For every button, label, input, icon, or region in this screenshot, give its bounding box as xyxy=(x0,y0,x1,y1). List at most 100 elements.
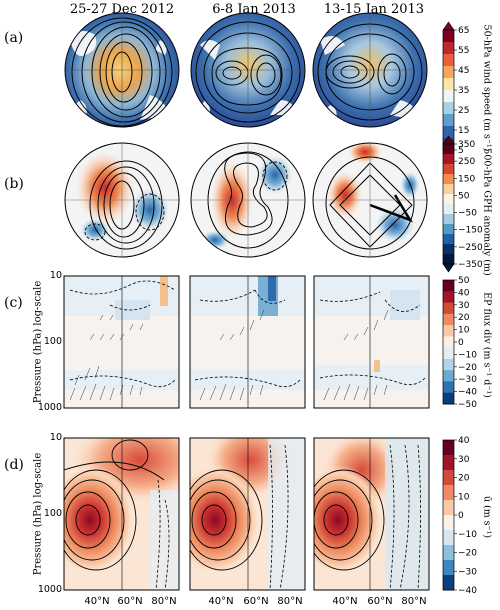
panel-b-2 xyxy=(190,142,306,258)
colorbar-3-tick-label-7: −30 xyxy=(458,567,477,577)
colorbar-3-swatch-1 xyxy=(443,455,454,471)
panel-b-3 xyxy=(312,142,428,258)
colorbar-0-swatch-1 xyxy=(443,42,454,55)
colorbar-2-swatch-0 xyxy=(443,280,454,292)
colorbar-2-tick-label-4: 10 xyxy=(458,326,470,336)
x-tick-40n-1: 40°N xyxy=(84,596,110,607)
panel-d-2 xyxy=(189,437,306,591)
colorbar-3-tick-label-1: 30 xyxy=(458,455,470,465)
colorbar-1-swatch-7 xyxy=(443,214,454,225)
colorbar-2-swatch-8 xyxy=(443,370,454,382)
colorbar-1-swatch-5 xyxy=(443,194,454,205)
colorbar-3-tick-label-8: −40 xyxy=(458,586,477,596)
colorbar-0: 65 55 45 35 25 15 5 xyxy=(442,21,469,159)
colorbar-2-swatch-3 xyxy=(443,313,454,326)
colorbar-2-tick-label-7: −20 xyxy=(458,363,477,373)
colorbar-2-swatch-1 xyxy=(443,291,454,304)
colorbar-1-tick-label-7: −350 xyxy=(458,260,483,270)
colorbar-3-swatch-0 xyxy=(443,440,454,456)
colorbar-2-swatch-9 xyxy=(443,381,454,394)
row-label-b: (b) xyxy=(4,176,24,192)
x-tick-60n-3: 60°N xyxy=(367,596,393,607)
colorbar-1-swatch-1 xyxy=(443,154,454,165)
x-tick-80n-1: 80°N xyxy=(151,596,177,607)
colorbar-2-swatch-7 xyxy=(443,358,454,371)
colorbar-2-swatch-6 xyxy=(443,347,454,360)
panel-d-1 xyxy=(63,437,180,591)
colorbar-1-tick-label-2: 150 xyxy=(458,174,475,184)
colorbar-1-swatch-0 xyxy=(443,144,454,155)
colorbar-0-tick-label-4: 25 xyxy=(458,106,469,116)
colorbar-1-swatch-9 xyxy=(443,234,454,245)
colorbar-0-swatch-7 xyxy=(443,114,454,127)
y-tick-d-100: 100 xyxy=(43,508,62,519)
colorbar-0-swatch-0 xyxy=(443,30,454,43)
column-title-1: 25-27 Dec 2012 xyxy=(69,2,175,17)
colorbar-3-tick-label-4: 0 xyxy=(458,511,464,521)
panel-c-1 xyxy=(63,275,180,409)
colorbar-3-tick-label-0: 40 xyxy=(458,436,470,446)
y-tick-c-1000: 1000 xyxy=(37,402,62,413)
colorbar-label-c: EP flux div (m s⁻¹ d⁻¹) xyxy=(481,292,493,398)
colorbar-3-swatch-6 xyxy=(443,530,454,546)
colorbar-1-tick-label-5: −150 xyxy=(458,226,483,236)
colorbar-1-swatch-6 xyxy=(443,204,454,215)
colorbar-label-b: 500-hPa GPH anomaly (m) xyxy=(481,148,493,276)
colorbar-0-extend-max xyxy=(442,21,455,31)
panel-a-3 xyxy=(312,12,428,128)
colorbar-3-swatch-5 xyxy=(443,515,454,531)
colorbar-2-tick-label-10: −50 xyxy=(458,400,477,410)
colorbar-1-tick-label-1: 250 xyxy=(458,157,475,167)
colorbar-2-tick-label-3: 20 xyxy=(458,313,470,323)
x-tick-80n-2: 80°N xyxy=(277,596,303,607)
colorbar-1-tick-label-6: −250 xyxy=(458,243,483,253)
panel-d-3 xyxy=(313,437,430,591)
colorbar-0-tick-label-0: 65 xyxy=(458,26,469,36)
colorbar-3-swatch-2 xyxy=(443,470,454,486)
panel-c-2 xyxy=(189,275,306,409)
colorbar-3: 40 30 20 10 0 −10 −20 −30 −40 xyxy=(442,436,477,596)
x-tick-60n-2: 60°N xyxy=(243,596,269,607)
colorbar-2-tick-label-5: 0 xyxy=(458,338,464,348)
x-tick-40n-3: 40°N xyxy=(332,596,358,607)
colorbar-2-tick-label-6: −10 xyxy=(458,350,477,360)
colorbar-1-swatch-4 xyxy=(443,184,454,195)
row-label-d: (d) xyxy=(4,457,24,473)
colorbar-0-swatch-5 xyxy=(443,90,454,103)
panel-a-2 xyxy=(190,12,306,128)
colorbar-2: 50 40 30 20 10 0 −10 −20 −30 −40 −50 xyxy=(442,276,477,410)
colorbar-3-tick-label-5: −10 xyxy=(458,530,477,540)
colorbar-1-extend-min xyxy=(442,263,455,273)
y-tick-c-100: 100 xyxy=(43,336,62,347)
colorbar-3-tick-label-6: −20 xyxy=(458,549,477,559)
colorbar-1-swatch-3 xyxy=(443,174,454,185)
colorbar-2-swatch-5 xyxy=(443,336,454,349)
column-title-3: 13-15 Jan 2013 xyxy=(323,2,425,17)
colorbar-1-tick-label-0: 350 xyxy=(458,140,475,150)
panel-a-1 xyxy=(64,12,180,128)
panel-b-1 xyxy=(64,142,180,258)
colorbar-2-tick-label-0: 50 xyxy=(458,276,470,286)
colorbar-0-tick-label-3: 35 xyxy=(458,86,469,96)
colorbar-1-tick-label-3: 50 xyxy=(458,191,470,201)
colorbar-0-swatch-3 xyxy=(443,66,454,79)
colorbar-0-tick-label-1: 55 xyxy=(458,46,469,56)
panel-c-3 xyxy=(313,275,430,409)
colorbar-1-tick-label-4: −50 xyxy=(458,209,477,219)
colorbar-0-swatch-4 xyxy=(443,78,454,91)
colorbar-0-swatch-6 xyxy=(443,102,454,115)
colorbar-label-d: ū (m s⁻¹) xyxy=(481,495,493,539)
colorbar-label-a: 50-hPa wind speed (m s⁻¹) xyxy=(481,24,493,152)
colorbar-2-swatch-2 xyxy=(443,302,454,315)
colorbar-1-swatch-10 xyxy=(443,244,454,255)
row-label-c: (c) xyxy=(4,295,23,311)
row-label-a: (a) xyxy=(4,30,24,46)
column-title-2: 6-8 Jan 2013 xyxy=(212,2,296,17)
x-tick-60n-1: 60°N xyxy=(117,596,143,607)
x-tick-40n-2: 40°N xyxy=(208,596,234,607)
colorbar-0-tick-label-6: 5 xyxy=(458,146,464,156)
colorbar-0-tick-label-2: 45 xyxy=(458,66,469,76)
colorbar-1-swatch-8 xyxy=(443,224,454,235)
colorbar-3-tick-label-3: 10 xyxy=(458,492,470,502)
